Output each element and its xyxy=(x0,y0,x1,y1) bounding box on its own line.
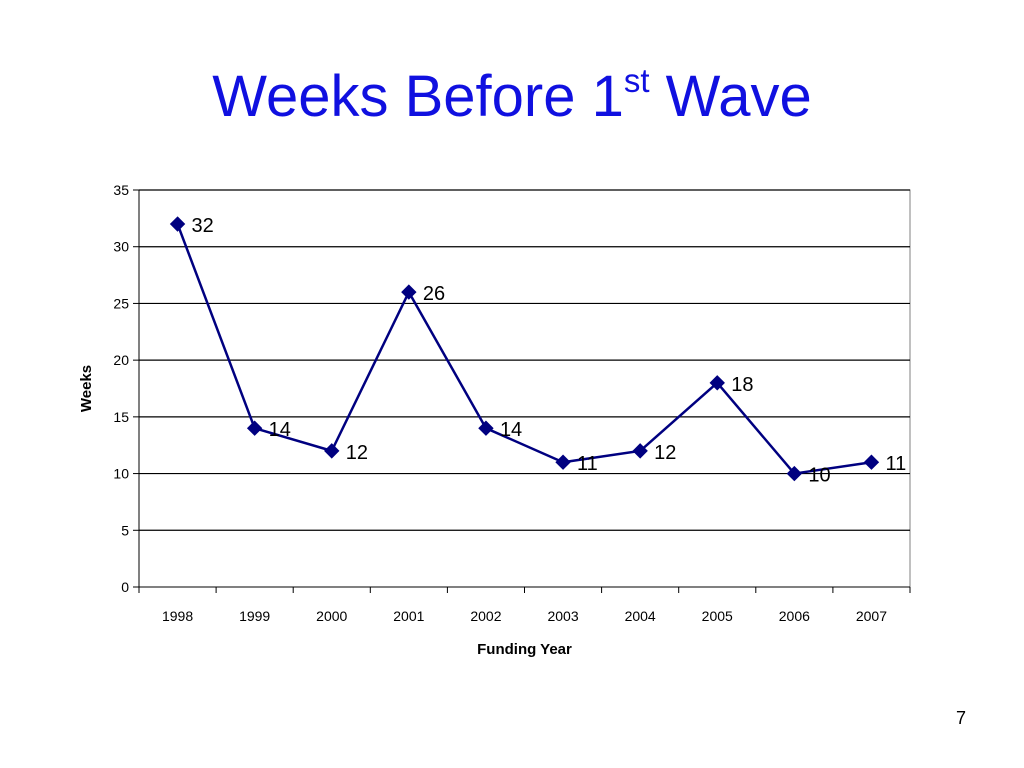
y-tick-label: 0 xyxy=(121,579,129,595)
data-label: 18 xyxy=(731,374,753,396)
x-tick-label: 2000 xyxy=(316,608,347,624)
x-axis-label: Funding Year xyxy=(477,641,572,658)
x-tick-label: 2005 xyxy=(702,608,733,624)
y-axis-label: Weeks xyxy=(78,365,95,412)
title-superscript: st xyxy=(623,62,650,99)
y-tick-label: 20 xyxy=(113,352,129,368)
data-point xyxy=(169,216,186,232)
data-point xyxy=(555,454,571,470)
y-tick-label: 30 xyxy=(113,239,129,255)
x-tick-label: 2003 xyxy=(547,608,578,624)
x-tick-label: 2002 xyxy=(470,608,501,624)
data-point xyxy=(786,465,803,482)
title-end: Wave xyxy=(649,64,812,129)
data-label: 14 xyxy=(500,419,522,441)
series-line xyxy=(176,223,872,475)
data-label: 14 xyxy=(269,419,291,441)
x-tick-label: 1998 xyxy=(162,608,193,624)
data-point xyxy=(478,420,494,436)
data-point xyxy=(324,443,340,459)
y-tick-label: 35 xyxy=(113,182,129,198)
data-point xyxy=(709,375,725,391)
page-number: 7 xyxy=(955,708,966,728)
y-tick-label: 5 xyxy=(121,522,129,538)
data-point xyxy=(632,443,648,459)
x-tick-label: 1999 xyxy=(239,608,270,624)
y-tick-label: 10 xyxy=(113,466,129,482)
data-label: 12 xyxy=(654,442,676,464)
data-point xyxy=(246,420,263,436)
x-tick-label: 2004 xyxy=(625,608,656,624)
x-tick-label: 2007 xyxy=(856,608,887,624)
plot-area xyxy=(138,189,911,588)
y-tick-label: 15 xyxy=(113,409,129,425)
x-tick-label: 2006 xyxy=(779,608,810,624)
data-point xyxy=(401,284,417,300)
data-label: 11 xyxy=(577,453,598,475)
data-label: 12 xyxy=(346,442,368,464)
y-tick-label: 25 xyxy=(113,295,129,311)
slide-title: Weeks Before 1st Wave xyxy=(0,62,1024,132)
data-label: 26 xyxy=(423,283,445,305)
x-tick-label: 2001 xyxy=(393,608,424,624)
title-main: Weeks Before 1 xyxy=(212,64,624,129)
data-label: 10 xyxy=(808,465,830,487)
data-label: 11 xyxy=(885,453,906,475)
data-point xyxy=(863,454,880,470)
data-label: 32 xyxy=(192,215,214,237)
